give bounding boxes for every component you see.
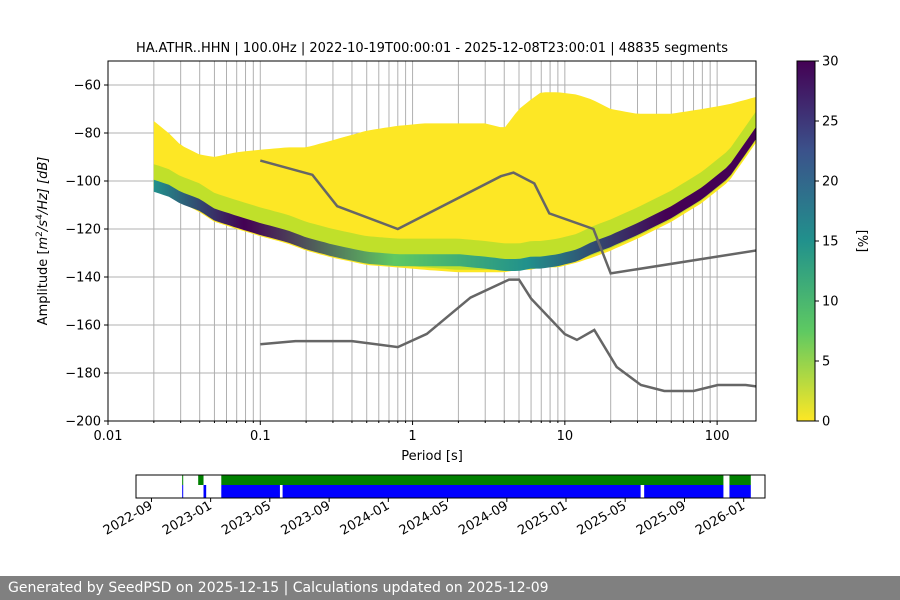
availability-tick-label: 2022-09 [101,498,156,538]
colorbar [796,60,816,422]
availability-tick-label: 2024-05 [397,498,452,538]
plot-frame [107,60,757,422]
x-axis-label: Period [s] [401,449,463,464]
availability-segment-green [221,475,724,485]
colorbar-tick-label: 30 [822,55,839,70]
colorbar-tick-label: 0 [822,415,830,430]
psd-density-band [153,111,756,270]
availability-segment-green [198,475,204,485]
colorbar-tick-label: 15 [822,235,839,250]
availability-tick-label: 2025-01 [515,498,570,538]
availability-tick-label: 2024-01 [338,498,393,538]
availability-segment-blue [182,485,184,498]
availability-segment-green [729,475,751,485]
x-tick-label: 1 [408,429,416,444]
y-axis-ticks: −60 −80 −100 −120 −140 −160 −180 −200 [65,79,108,430]
psd-chart: HA.ATHR..HHN | 100.0Hz | 2022-10-19T00:0… [35,41,869,539]
x-tick-label: 0.1 [250,429,271,444]
noise-model-nhnm [259,159,756,275]
x-axis-ticks: 0.01 0.1 1 10 100 [94,421,730,444]
y-axis-label: Amplitude [m2/s4/Hz] [dB] [35,157,51,326]
availability-segment-blue [644,485,724,498]
psd-heatmap [153,92,756,273]
availability-segment-blue [729,485,751,498]
availability-tick-label: 2025-05 [575,498,630,538]
y-tick-label: −200 [65,415,101,430]
y-tick-label: −120 [65,223,101,238]
colorbar-label: [%] [854,230,869,253]
colorbar-tick-label: 20 [822,175,839,190]
availability-segment-blue [221,485,280,498]
y-tick-label: −60 [74,79,101,94]
y-tick-label: −100 [65,175,101,190]
availability-frame [135,474,766,499]
availability-bar [182,475,751,498]
y-tick-label: −80 [74,127,101,142]
availability-tick-label: 2026-01 [693,498,748,538]
footer-banner: Generated by SeedPSD on 2025-12-15 | Cal… [0,576,900,600]
availability-tick-label: 2023-01 [160,498,215,538]
availability-tick-label: 2024-09 [456,498,511,538]
colorbar-tick-label: 25 [822,115,839,130]
x-tick-label: 0.01 [94,429,123,444]
colorbar-tick-label: 10 [822,295,839,310]
y-tick-label: −180 [65,367,101,382]
colorbar-ticks: 0 5 10 15 20 25 30 [815,55,839,430]
y-tick-label: −160 [65,319,101,334]
availability-tick-label: 2025-09 [634,498,689,538]
availability-tick-label: 2023-09 [279,498,334,538]
x-tick-label: 10 [557,429,574,444]
noise-models [259,159,756,393]
availability-segment-blue [203,485,207,498]
x-tick-label: 100 [705,429,730,444]
availability-segment-green [182,475,184,485]
availability-ticks: 2022-09 2023-01 2023-05 2023-09 2024-01 2024-… [101,498,748,539]
noise-model-nlnm [260,278,756,393]
availability-tick-label: 2023-05 [219,498,274,538]
y-tick-label: −140 [65,271,101,286]
chart-title: HA.ATHR..HHN | 100.0Hz | 2022-10-19T00:0… [136,41,728,56]
availability-segment-blue [282,485,641,498]
colorbar-tick-label: 5 [822,355,830,370]
